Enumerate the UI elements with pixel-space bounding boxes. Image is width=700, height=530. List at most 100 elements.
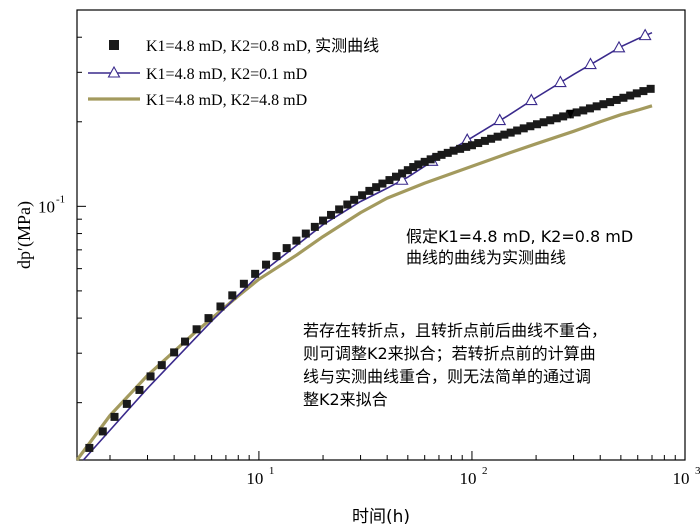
series-measured-point (391, 172, 400, 181)
series-measured-point (110, 412, 119, 421)
x-tick-exponent: 1 (269, 465, 275, 477)
legend-marker-triangle (107, 65, 121, 78)
series-measured-point (398, 169, 407, 178)
series-measured-point (378, 179, 387, 188)
series-measured-point (420, 157, 429, 166)
series-measured-point (85, 443, 94, 452)
x-tick-label: 10 (673, 469, 690, 488)
series-measured-point (572, 108, 581, 117)
series-layer (75, 28, 655, 461)
annotation-text-line: 则可调整K2来拟合；若转折点前的计算曲 (303, 344, 596, 363)
series-measured-point (181, 337, 190, 346)
series-k2-0p1-marker (584, 57, 597, 70)
series-measured-point (480, 136, 489, 145)
y-axis-label: dp′(MPa) (14, 201, 35, 269)
series-measured-point (409, 163, 418, 172)
series-k2-0p1-marker (524, 93, 538, 106)
legend-marker-square (109, 40, 119, 50)
series-measured-point (585, 104, 594, 113)
series-k2-0p1-marker (553, 75, 567, 88)
series-measured-point (350, 195, 359, 204)
annotation-text-line: 假定K1=4.8 mD, K2=0.8 mD (406, 227, 633, 246)
series-measured-point (170, 348, 179, 357)
series-measured-point (612, 95, 621, 104)
series-measured-point (135, 385, 144, 394)
series-measured-point (372, 183, 381, 192)
series-k2-0p1-marker (612, 40, 626, 53)
legend: K1=4.8 mD, K2=0.8 mD, 实测曲线 K1=4.8 mD, K2=… (88, 37, 379, 109)
series-measured-point (327, 210, 336, 219)
series-measured-point (146, 372, 155, 381)
axes-layer: 10 1 10 2 10 310 -1 (38, 9, 700, 488)
series-measured-point (319, 216, 328, 225)
series-k2-0p1-marker (493, 113, 507, 126)
plot-frame (76, 9, 686, 461)
series-measured-point (474, 139, 483, 148)
plot-area (76, 9, 686, 461)
x-tick-label: 10 (459, 469, 476, 488)
labels-layer: 时间(h) dp′(MPa) (14, 201, 410, 527)
series-measured-point (592, 102, 601, 111)
series-measured-point (606, 98, 615, 107)
series-measured-point (437, 150, 446, 159)
series-measured-point (506, 128, 515, 137)
series-measured-point (526, 122, 535, 131)
series-measured-point (500, 130, 509, 139)
series-measured-point (358, 191, 367, 200)
annotations: 假定K1=4.8 mD, K2=0.8 mD 曲线的曲线为实测曲线若存在转折点，且… (303, 109, 633, 409)
annotation-text-line: 若存在转折点，且转折点前后曲线不重合， (303, 321, 607, 340)
x-axis-label: 时间(h) (352, 507, 410, 527)
series-measured-point (310, 222, 319, 231)
series-measured-point (251, 269, 260, 278)
series-measured-point (493, 132, 502, 141)
series-measured-point (282, 244, 291, 253)
series-measured-point (204, 314, 213, 323)
legend-label: K1=4.8 mD, K2=0.1 mD (146, 66, 307, 83)
series-k2-0p1-marker (638, 28, 652, 41)
series-measured-point (639, 87, 648, 96)
series-measured-point (414, 160, 423, 169)
y-tick-label: 10 (38, 197, 55, 216)
series-measured-point (239, 279, 248, 288)
series-measured-point (122, 399, 131, 408)
series-measured-point (646, 84, 655, 93)
series-measured-point (157, 361, 166, 370)
annotation-text-line: 曲线的曲线为实测曲线 (406, 248, 566, 267)
series-measured-point (539, 118, 548, 127)
series-measured-point (301, 229, 310, 238)
series-measured-point (552, 114, 561, 123)
series-measured-point (449, 146, 458, 155)
x-tick-exponent: 2 (482, 465, 488, 477)
series-measured-point (533, 120, 542, 129)
series-measured-point (343, 200, 352, 209)
series-measured-point (98, 427, 107, 436)
legend-label: K1=4.8 mD, K2=4.8 mD (146, 92, 307, 109)
x-tick-label: 10 (246, 469, 263, 488)
series-measured-point (385, 176, 394, 185)
series-measured-point (403, 166, 412, 175)
series-measured-point (519, 124, 528, 133)
series-measured-point (432, 152, 441, 161)
series-measured-point (272, 252, 281, 261)
legend-label: K1=4.8 mD, K2=0.8 mD, 实测曲线 (146, 37, 379, 55)
series-measured-point (216, 302, 225, 311)
series-measured-point (456, 144, 465, 153)
series-measured-point (335, 205, 344, 214)
series-measured-point (443, 148, 452, 157)
series-measured-point (467, 141, 476, 150)
series-measured-point (619, 93, 628, 102)
series-measured-point (228, 291, 237, 300)
series-measured-point (513, 126, 522, 135)
y-tick-exponent: -1 (56, 193, 65, 205)
series-measured-point (487, 134, 496, 143)
series-measured-point (626, 91, 635, 100)
x-tick-exponent: 3 (695, 465, 700, 477)
series-measured-point (462, 142, 471, 151)
series-measured-point (262, 260, 271, 269)
annotation-arrow-head (566, 109, 575, 119)
series-measured-point (426, 155, 435, 164)
series-measured-point (579, 106, 588, 115)
series-measured-point (632, 89, 641, 98)
annotation-text-line: 整K2来拟合 (303, 390, 388, 409)
series-measured-point (292, 236, 301, 245)
